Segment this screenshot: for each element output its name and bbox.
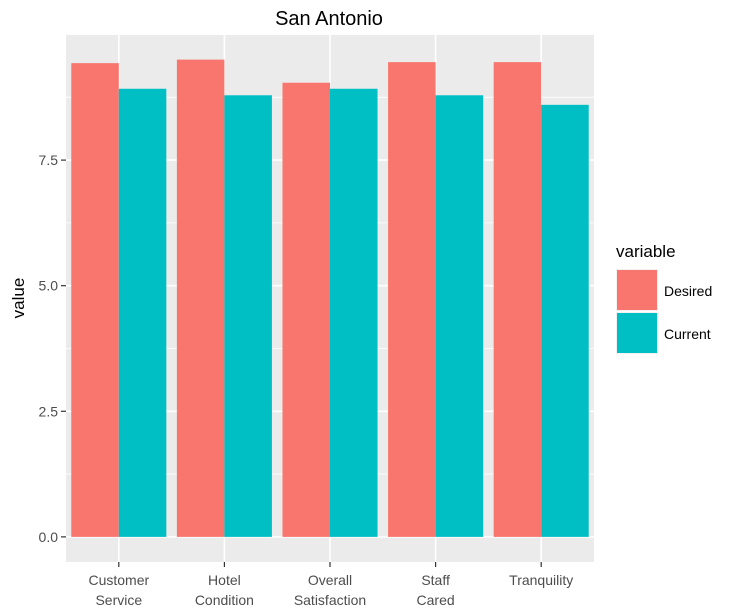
bar-desired [71, 63, 119, 537]
bar-current [118, 88, 167, 537]
bar-desired [176, 59, 225, 537]
x-tick-label: Overall Satisfaction [294, 572, 366, 608]
y-tick-label: 0.0 [39, 529, 59, 545]
x-tick-label: Hotel Condition [195, 572, 254, 608]
bar-desired [388, 62, 436, 537]
y-tick-label: 7.5 [39, 152, 59, 168]
y-tick-label: 5.0 [39, 278, 59, 294]
legend-key-desired [617, 270, 657, 310]
legend-label: Desired [664, 283, 712, 299]
y-axis-title: value [9, 278, 28, 319]
x-axis: Customer Service Hotel Condition Overall Sati… [88, 562, 573, 608]
bar-current [224, 95, 272, 537]
legend-items: Desired Current [616, 269, 712, 354]
legend-title: variable [616, 242, 676, 261]
chart-title: San Antonio [275, 8, 383, 30]
x-tick-label: Staff Cared [417, 572, 455, 608]
bars [71, 59, 589, 537]
legend-key-current [617, 313, 657, 353]
bar-current [435, 95, 484, 537]
legend: variable Desired Current [616, 242, 712, 354]
x-tick-label: Customer Service [88, 572, 149, 608]
bar-current [330, 88, 378, 537]
y-axis: 0.0 2.5 5.0 7.5 [39, 152, 66, 545]
y-tick-label: 2.5 [39, 403, 59, 419]
x-tick-label: Tranquility [509, 572, 573, 588]
bar-current [541, 104, 589, 537]
legend-label: Current [664, 326, 711, 342]
bar-desired [282, 82, 330, 537]
bar-desired [493, 62, 542, 537]
